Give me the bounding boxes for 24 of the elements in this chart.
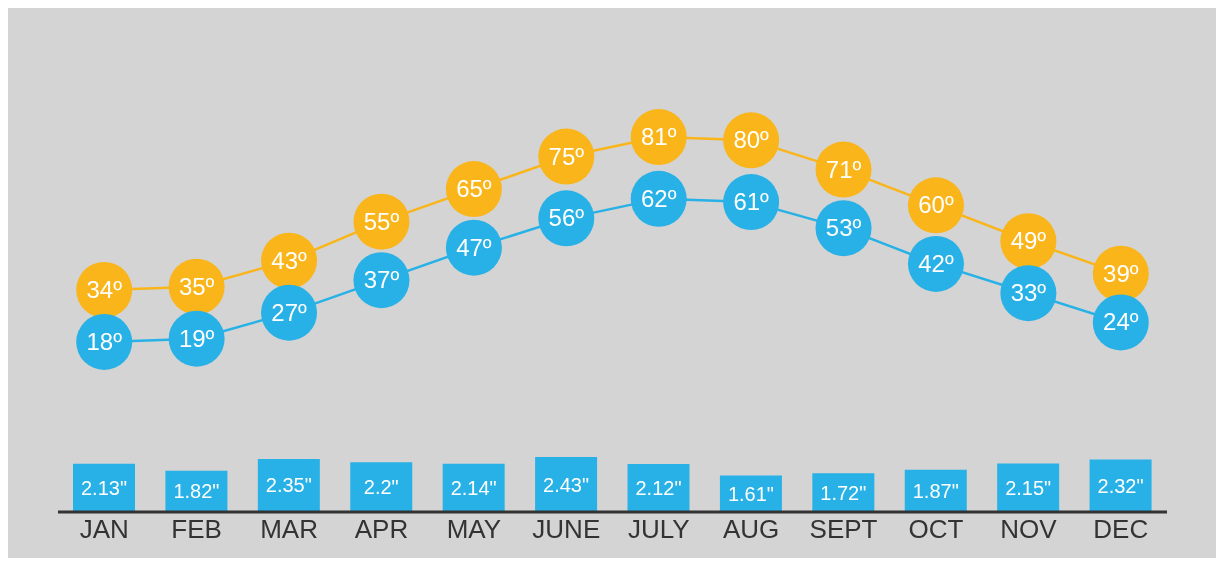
data-label: 2.15" [1005,476,1052,499]
x-tick-label: OCT [908,514,964,545]
data-label: 2.43" [543,473,590,496]
data-label: 1.61" [727,482,774,505]
data-label: 2.32" [1097,474,1144,497]
x-tick-label: JULY [627,514,690,545]
x-tick-label: MAR [260,514,318,545]
data-label: 1.87" [912,479,959,502]
data-label: 2.12" [635,477,682,500]
data-label: 2.35" [265,474,312,497]
x-tick-label: SEPT [809,514,878,545]
data-label: 2.14" [450,476,497,499]
data-label: 2.2" [363,476,399,499]
data-label: 2.13" [80,476,128,499]
x-tick-label: MAY [446,514,502,545]
x-tick-label: JAN [79,514,129,545]
x-tick-label: NOV [1000,514,1058,545]
x-tick-label: AUG [722,514,780,545]
x-tick-label: APR [354,514,409,545]
x-tick-label: DEC [1093,514,1149,545]
x-tick-label: FEB [171,514,222,545]
data-label: 1.72" [820,481,867,504]
data-label: 1.82" [173,480,220,503]
x-tick-label: JUNE [532,514,601,545]
